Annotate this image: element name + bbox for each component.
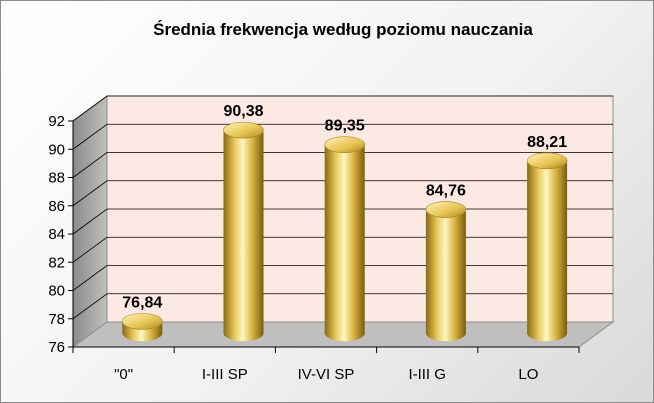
chart-title: Średnia frekwencja według poziomu naucza… <box>153 20 533 39</box>
bar-cap <box>526 152 568 170</box>
gridline <box>72 152 613 178</box>
bar-cap <box>425 201 467 218</box>
x-category-label: "0" <box>114 366 133 383</box>
bar-body <box>324 144 365 342</box>
x-category-label: IV-VI SP <box>298 366 355 383</box>
data-label: 88,21 <box>527 134 567 151</box>
y-tick-label: 84 <box>48 226 65 243</box>
data-label: 90,38 <box>223 103 263 120</box>
y-tick-label: 88 <box>48 170 65 187</box>
y-tick-label: 90 <box>48 141 65 158</box>
bar-body <box>527 160 568 342</box>
bar-cap <box>223 121 264 139</box>
y-tick-label: 76 <box>48 339 65 356</box>
data-label: 84,76 <box>426 183 466 200</box>
bar-body <box>223 130 264 342</box>
gridline <box>72 95 613 122</box>
gridline <box>72 123 613 150</box>
x-category-label: I-III SP <box>202 366 248 383</box>
gridline <box>72 180 613 207</box>
y-tick-label: 80 <box>48 283 65 300</box>
bar-3 <box>425 201 467 342</box>
bar-cap <box>324 136 366 153</box>
bar-2 <box>324 136 366 342</box>
y-tick-label: 78 <box>48 311 65 328</box>
data-label: 89,35 <box>325 118 365 135</box>
bar-1 <box>223 121 264 342</box>
bar-body <box>425 209 466 342</box>
bar-cap <box>122 313 163 330</box>
bar-0 <box>122 313 163 342</box>
y-tick-label: 82 <box>48 254 65 271</box>
y-tick-label: 92 <box>48 113 65 130</box>
y-tick-label: 86 <box>48 198 65 215</box>
x-category-label: LO <box>518 366 538 383</box>
x-category-label: I-III G <box>408 366 446 383</box>
data-label: 76,84 <box>122 294 162 311</box>
bar-4 <box>526 152 568 342</box>
